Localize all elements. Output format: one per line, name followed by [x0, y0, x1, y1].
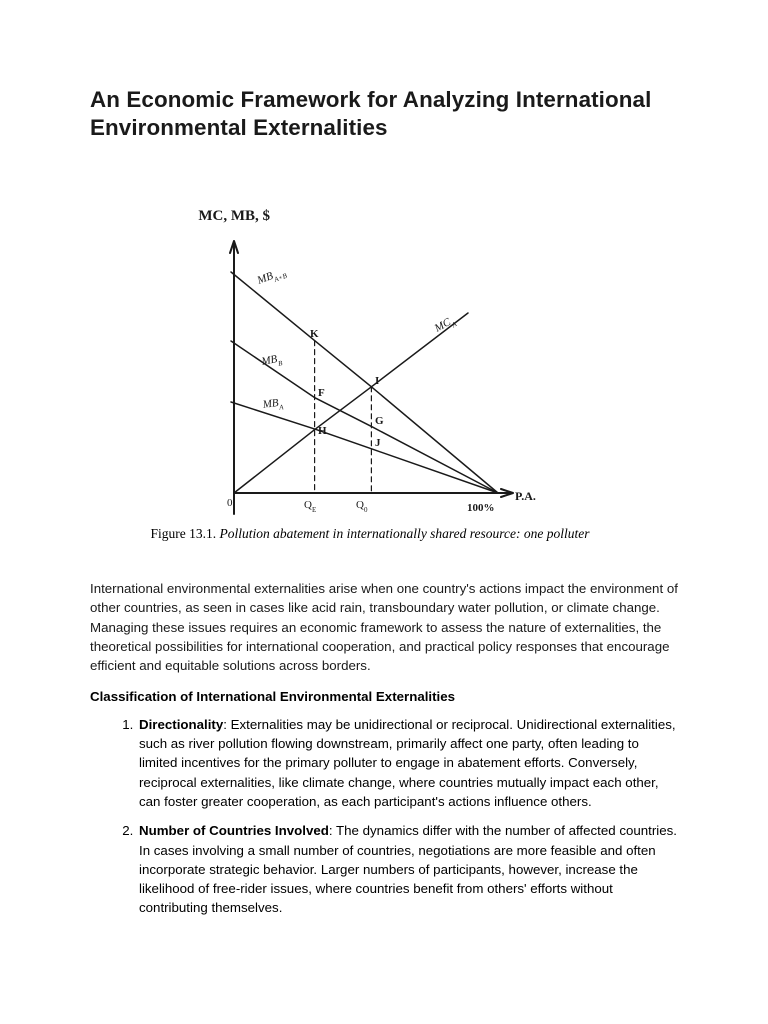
svg-text:Q0: Q0 [356, 499, 368, 514]
svg-text:F: F [318, 387, 325, 399]
svg-text:MBA+B: MBA+B [255, 265, 289, 290]
svg-text:G: G [375, 415, 384, 427]
svg-text:MCA: MCA [432, 314, 459, 338]
svg-text:100%: 100% [467, 502, 495, 514]
svg-text:H: H [318, 425, 327, 437]
svg-text:MC, MB, $: MC, MB, $ [198, 208, 270, 224]
svg-text:P.A.: P.A. [515, 489, 536, 503]
svg-text:0: 0 [227, 497, 233, 509]
svg-text:K: K [310, 328, 319, 340]
svg-text:I: I [375, 375, 379, 387]
svg-text:J: J [375, 437, 381, 449]
svg-text:MBA: MBA [261, 396, 285, 414]
svg-text:QE: QE [304, 499, 316, 514]
